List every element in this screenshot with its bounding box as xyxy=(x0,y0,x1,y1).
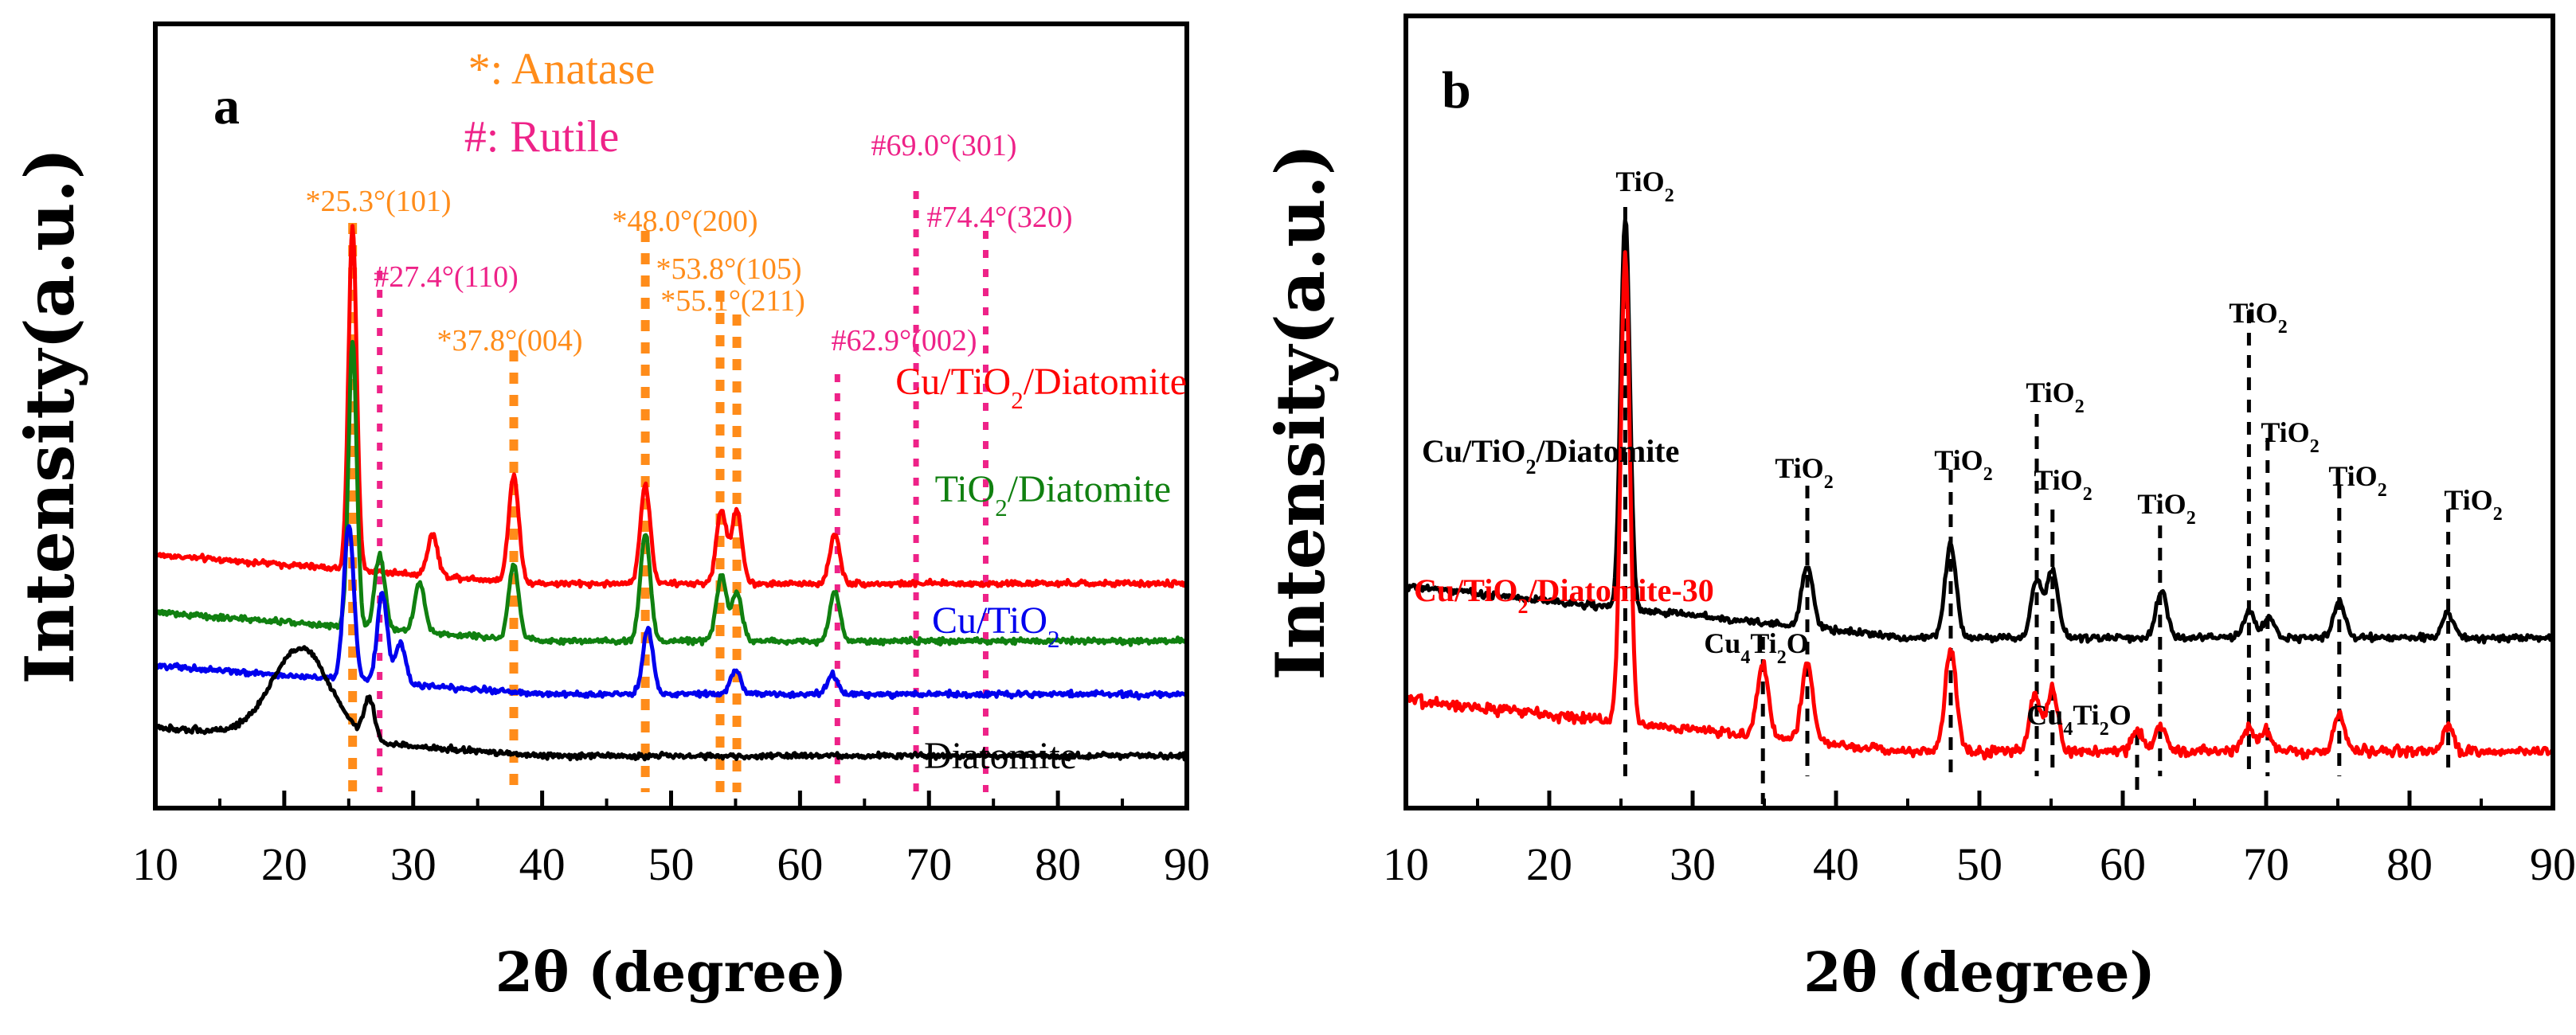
x-tick-label: 50 xyxy=(648,838,695,890)
series-line-1 xyxy=(1404,218,2555,645)
phase-label: TiO2 xyxy=(2328,460,2386,501)
panel-letter: a xyxy=(213,77,240,135)
phase-legend: *: Anatase xyxy=(468,45,656,94)
x-tick-label: 20 xyxy=(261,838,307,890)
phase-label: Cu4Ti2O xyxy=(2026,699,2131,740)
x-tick-label: 30 xyxy=(390,838,437,890)
series-label: Cu/TiO2/Diatomite-30 xyxy=(1414,572,1714,618)
peak-label: #27.4°(110) xyxy=(374,260,519,294)
panel-a: 10 20 30 40 50 60 70 80 90 2θ (degree) Intensity(a… xyxy=(10,21,1210,1005)
phase-legend: #: Rutile xyxy=(464,112,619,162)
peak-label: #69.0°(301) xyxy=(871,129,1016,162)
y-axis-title: Intensity(a.u.) xyxy=(10,148,89,685)
phase-label: TiO2 xyxy=(1775,452,1833,493)
peak-label: *25.3°(101) xyxy=(305,185,451,218)
x-tick-label: 10 xyxy=(132,838,178,890)
series-line-2 xyxy=(1403,250,2554,761)
x-tick-label: 50 xyxy=(1956,838,2002,890)
phase-label: TiO2 xyxy=(1615,166,1674,206)
series-line-2 xyxy=(153,339,1188,647)
x-tick-label: 10 xyxy=(1383,838,1429,890)
phase-label: TiO2 xyxy=(2026,377,2084,417)
panel-b: 10 20 30 40 50 60 70 80 90 2θ (degree) Intensity(a… xyxy=(1261,14,2576,1005)
phase-label: TiO2 xyxy=(2261,416,2319,457)
x-tick-label: 90 xyxy=(1164,838,1210,890)
x-axis-title: 2θ (degree) xyxy=(1803,941,2155,1005)
phase-label: Cu4Ti2O xyxy=(1704,627,1808,668)
x-tick-label: 40 xyxy=(1813,838,1859,890)
series-line-4 xyxy=(154,645,1189,762)
x-tick-label: 60 xyxy=(2100,838,2146,890)
series-label: TiO2/Diatomite xyxy=(935,468,1171,521)
x-tick-label: 70 xyxy=(2243,838,2289,890)
peak-label: *53.8°(105) xyxy=(656,252,801,286)
x-tick-label: 20 xyxy=(1526,838,1572,890)
phase-label: TiO2 xyxy=(2444,484,2502,525)
x-tick-label: 80 xyxy=(2386,838,2433,890)
peak-label: *37.8°(004) xyxy=(437,324,582,357)
y-axis-title: Intensity(a.u.) xyxy=(1261,144,1340,681)
series-label: Diatomite xyxy=(924,735,1077,777)
series-line-3 xyxy=(153,524,1189,701)
phase-label: TiO2 xyxy=(2137,488,2195,529)
peak-label: #62.9°(002) xyxy=(831,324,977,357)
peak-label: *55.1°(211) xyxy=(660,284,805,318)
panel-letter: b xyxy=(1442,61,1471,119)
peak-label: *48.0°(200) xyxy=(612,205,758,238)
series-label: Cu/TiO2/Diatomite xyxy=(895,361,1187,414)
series-line-1 xyxy=(154,224,1189,589)
x-tick-label: 90 xyxy=(2530,838,2576,890)
phase-label: TiO2 xyxy=(2034,464,2092,505)
x-tick-label: 70 xyxy=(906,838,952,890)
x-axis-title: 2θ (degree) xyxy=(495,941,847,1005)
series-label: Cu/TiO2/Diatomite xyxy=(1422,433,1679,478)
phase-label: TiO2 xyxy=(2229,297,2287,338)
phase-label: TiO2 xyxy=(1934,444,1992,485)
series-label: Cu/TiO2 xyxy=(932,600,1059,653)
x-tick-label: 40 xyxy=(519,838,566,890)
x-tick-label: 80 xyxy=(1035,838,1081,890)
x-tick-label: 30 xyxy=(1670,838,1716,890)
x-tick-label: 60 xyxy=(777,838,823,890)
peak-label: #74.4°(320) xyxy=(926,201,1072,234)
